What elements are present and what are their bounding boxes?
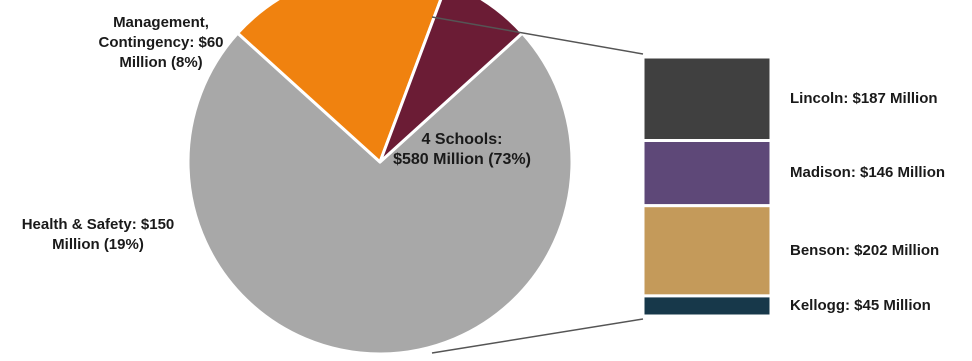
slice-label-health-line-1: Health & Safety: $150 bbox=[21, 216, 175, 233]
pie-slice-4-schools bbox=[186, 31, 574, 356]
connector-lines bbox=[431, 16, 644, 354]
slice-label-management-contingency: Management, Contingency: $60 Million (8%… bbox=[66, 13, 256, 73]
bar-segment-kellogg bbox=[641, 294, 773, 318]
slice-label-management-line-2: Contingency: $60 bbox=[98, 34, 224, 51]
slice-label-management-line-1: Management, bbox=[113, 14, 209, 31]
bar-segment-madison bbox=[641, 139, 773, 208]
bar-segment-benson bbox=[641, 204, 773, 298]
slice-label-4-schools-line-1: 4 Schools: bbox=[421, 131, 503, 148]
bar-label-madison: Madison: $146 Million bbox=[790, 164, 946, 182]
stacked-bar bbox=[641, 55, 773, 318]
pie-slices bbox=[186, 0, 574, 356]
connector-line-bottom bbox=[431, 318, 644, 354]
pie-slice-health-safety bbox=[236, 0, 443, 164]
slice-label-management-line-3: Million (8%) bbox=[119, 54, 203, 71]
slice-label-health-safety: Health & Safety: $150 Million (19%) bbox=[0, 215, 196, 255]
slice-label-4-schools-line-2: $580 Million (73%) bbox=[393, 151, 531, 168]
bar-segment-lincoln bbox=[641, 55, 773, 143]
slice-label-health-line-2: Million (19%) bbox=[52, 236, 144, 253]
bar-label-kellogg: Kellogg: $45 Million bbox=[790, 296, 931, 314]
bar-label-benson: Benson: $202 Million bbox=[790, 241, 940, 259]
bar-label-lincoln: Lincoln: $187 Million bbox=[790, 89, 938, 107]
slice-label-4-schools: 4 Schools: $580 Million (73%) bbox=[372, 130, 552, 170]
connector-line-top bbox=[431, 16, 644, 55]
